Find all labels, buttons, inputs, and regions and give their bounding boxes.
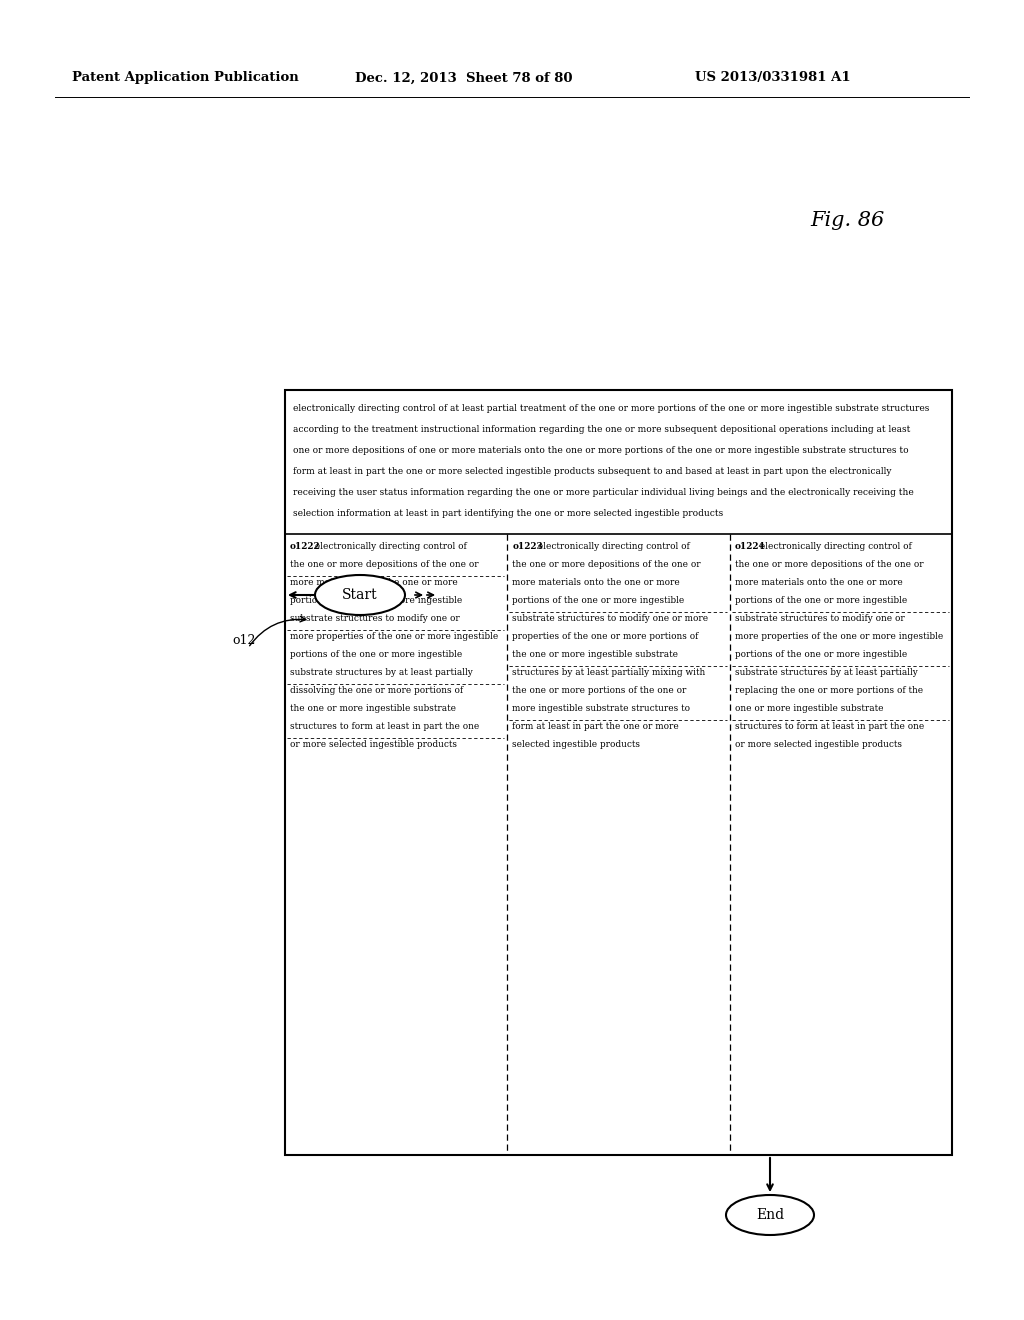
Text: portions of the one or more ingestible: portions of the one or more ingestible xyxy=(290,649,462,659)
Text: selected ingestible products: selected ingestible products xyxy=(512,741,640,748)
Text: structures by at least partially mixing with: structures by at least partially mixing … xyxy=(512,668,706,677)
Text: electronically directing control of: electronically directing control of xyxy=(312,543,467,550)
Text: substrate structures to modify one or more: substrate structures to modify one or mo… xyxy=(512,614,709,623)
Text: o1223: o1223 xyxy=(512,543,543,550)
Text: End: End xyxy=(756,1208,784,1222)
Text: the one or more ingestible substrate: the one or more ingestible substrate xyxy=(512,649,678,659)
Bar xyxy=(285,389,952,1155)
Text: more materials onto the one or more: more materials onto the one or more xyxy=(290,578,458,587)
Text: properties of the one or more portions of: properties of the one or more portions o… xyxy=(512,632,698,642)
Text: structures to form at least in part the one: structures to form at least in part the … xyxy=(290,722,479,731)
Text: receiving the user status information regarding the one or more particular indiv: receiving the user status information re… xyxy=(293,488,913,498)
Text: substrate structures by at least partially: substrate structures by at least partial… xyxy=(290,668,473,677)
Text: selection information at least in part identifying the one or more selected inge: selection information at least in part i… xyxy=(293,510,723,517)
Text: the one or more depositions of the one or: the one or more depositions of the one o… xyxy=(512,560,701,569)
Text: or more selected ingestible products: or more selected ingestible products xyxy=(290,741,457,748)
Text: replacing the one or more portions of the: replacing the one or more portions of th… xyxy=(734,686,923,696)
Text: the one or more depositions of the one or: the one or more depositions of the one o… xyxy=(290,560,478,569)
Text: portions of the one or more ingestible: portions of the one or more ingestible xyxy=(512,597,685,605)
Text: electronically directing control of: electronically directing control of xyxy=(757,543,912,550)
Text: one or more depositions of one or more materials onto the one or more portions o: one or more depositions of one or more m… xyxy=(293,446,908,455)
Ellipse shape xyxy=(315,576,406,615)
Text: according to the treatment instructional information regarding the one or more s: according to the treatment instructional… xyxy=(293,425,910,434)
Text: the one or more portions of the one or: the one or more portions of the one or xyxy=(512,686,687,696)
Text: more properties of the one or more ingestible: more properties of the one or more inges… xyxy=(290,632,499,642)
Text: more properties of the one or more ingestible: more properties of the one or more inges… xyxy=(734,632,943,642)
Text: more materials onto the one or more: more materials onto the one or more xyxy=(734,578,902,587)
Text: portions of the one or more ingestible: portions of the one or more ingestible xyxy=(290,597,462,605)
Text: the one or more ingestible substrate: the one or more ingestible substrate xyxy=(290,704,456,713)
Text: Start: Start xyxy=(342,587,378,602)
Text: electronically directing control of: electronically directing control of xyxy=(535,543,689,550)
Text: portions of the one or more ingestible: portions of the one or more ingestible xyxy=(734,597,907,605)
Text: substrate structures to modify one or: substrate structures to modify one or xyxy=(290,614,460,623)
Text: Patent Application Publication: Patent Application Publication xyxy=(72,71,299,84)
Text: Fig. 86: Fig. 86 xyxy=(810,210,885,230)
Text: o12: o12 xyxy=(232,634,255,647)
Text: one or more ingestible substrate: one or more ingestible substrate xyxy=(734,704,883,713)
Text: structures to form at least in part the one: structures to form at least in part the … xyxy=(734,722,924,731)
Text: o1224: o1224 xyxy=(734,543,765,550)
Ellipse shape xyxy=(726,1195,814,1236)
Text: electronically directing control of at least partial treatment of the one or mor: electronically directing control of at l… xyxy=(293,404,930,413)
Text: form at least in part the one or more: form at least in part the one or more xyxy=(512,722,679,731)
Text: Dec. 12, 2013  Sheet 78 of 80: Dec. 12, 2013 Sheet 78 of 80 xyxy=(355,71,572,84)
Text: or more selected ingestible products: or more selected ingestible products xyxy=(734,741,902,748)
Text: form at least in part the one or more selected ingestible products subsequent to: form at least in part the one or more se… xyxy=(293,467,892,477)
Text: more ingestible substrate structures to: more ingestible substrate structures to xyxy=(512,704,690,713)
Text: substrate structures by at least partially: substrate structures by at least partial… xyxy=(734,668,918,677)
Text: portions of the one or more ingestible: portions of the one or more ingestible xyxy=(734,649,907,659)
Text: US 2013/0331981 A1: US 2013/0331981 A1 xyxy=(695,71,851,84)
Text: o1222: o1222 xyxy=(290,543,321,550)
Text: the one or more depositions of the one or: the one or more depositions of the one o… xyxy=(734,560,924,569)
Text: more materials onto the one or more: more materials onto the one or more xyxy=(512,578,680,587)
Text: dissolving the one or more portions of: dissolving the one or more portions of xyxy=(290,686,463,696)
Text: substrate structures to modify one or: substrate structures to modify one or xyxy=(734,614,904,623)
